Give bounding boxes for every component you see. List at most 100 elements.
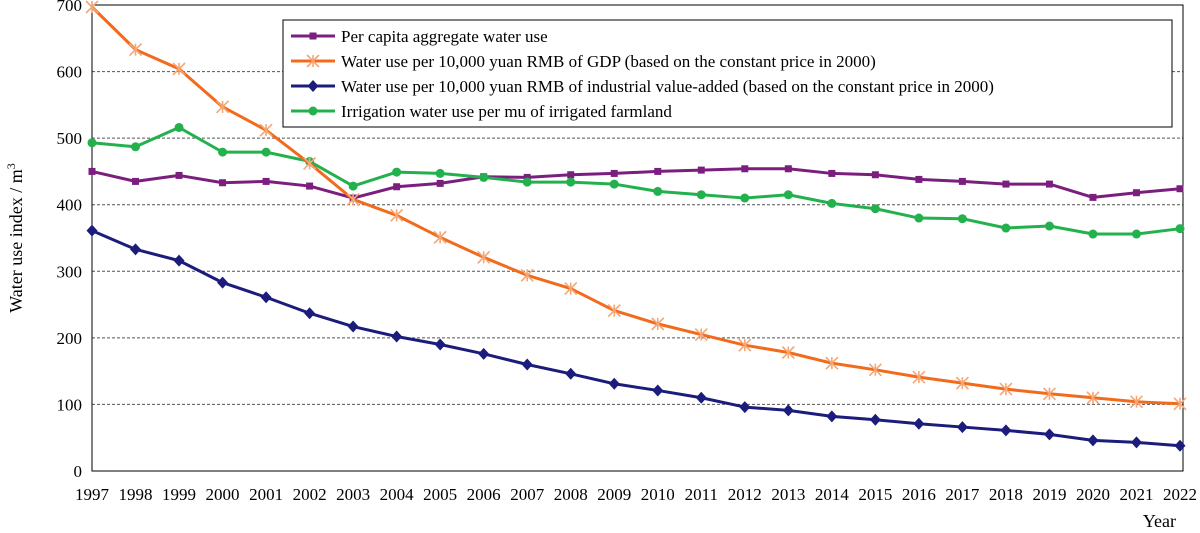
series-3 — [86, 224, 1186, 452]
data-point — [1042, 387, 1057, 401]
data-point — [1044, 221, 1054, 231]
data-point — [740, 193, 750, 203]
legend-entry: Irrigation water use per mu of irrigated… — [291, 102, 672, 121]
data-point — [174, 122, 184, 132]
data-point — [651, 317, 665, 331]
x-tick-labels: 1997 1998 1999 2000 2001 2002 2003 2004 2005 2006… — [75, 485, 1197, 504]
x-tick-label: 2017 — [945, 485, 980, 504]
x-tick-label: 2002 — [293, 485, 327, 504]
data-point — [85, 0, 99, 14]
data-point — [347, 320, 359, 333]
data-point — [478, 347, 490, 360]
data-point — [1045, 180, 1053, 188]
data-point — [567, 171, 575, 179]
x-tick-label: 2018 — [989, 485, 1023, 504]
x-tick-label: 2022 — [1163, 485, 1197, 504]
data-point — [870, 204, 880, 214]
data-point — [1089, 193, 1097, 201]
data-point — [1043, 428, 1055, 441]
x-tick-label: 2006 — [467, 485, 501, 504]
data-point — [957, 214, 967, 224]
data-point — [219, 179, 227, 187]
data-point — [132, 177, 140, 185]
data-point — [738, 338, 752, 352]
data-point — [1001, 223, 1011, 233]
data-point — [303, 156, 317, 171]
data-point — [88, 167, 96, 175]
y-tick-label: 400 — [57, 196, 83, 215]
x-tick-label: 2000 — [206, 485, 240, 504]
data-point — [608, 377, 620, 390]
data-point — [520, 268, 534, 282]
data-point — [390, 208, 404, 222]
x-tick-label: 2019 — [1032, 485, 1066, 504]
data-point — [827, 198, 837, 208]
data-point — [131, 142, 141, 152]
legend-label: Irrigation water use per mu of irrigated… — [341, 102, 672, 121]
series-line — [91, 125, 1181, 236]
legend-box — [282, 19, 1173, 128]
data-point — [172, 62, 186, 76]
x-tick-label: 2013 — [771, 485, 805, 504]
data-point — [1173, 397, 1187, 411]
data-point — [825, 356, 839, 370]
x-tick-label: 2009 — [597, 485, 631, 504]
data-point — [348, 181, 358, 191]
axes — [91, 4, 1184, 472]
data-point — [565, 367, 577, 380]
x-tick-label: 2015 — [858, 485, 892, 504]
data-point — [610, 169, 618, 177]
data-point — [915, 175, 923, 183]
data-point — [307, 80, 319, 92]
data-point — [869, 413, 881, 426]
series-line — [91, 167, 1181, 200]
data-point — [1129, 395, 1144, 409]
data-point — [175, 171, 183, 179]
series-2 — [85, 0, 1187, 411]
data-point — [956, 421, 968, 434]
data-point — [261, 147, 271, 157]
data-point — [566, 177, 576, 187]
data-point — [306, 54, 320, 68]
data-point — [741, 165, 749, 173]
data-point — [1174, 439, 1186, 452]
data-point — [346, 192, 360, 206]
data-point — [262, 177, 270, 185]
data-point — [521, 358, 533, 371]
data-point — [695, 391, 707, 404]
svg-text:Water use index / m3: Water use index / m3 — [4, 163, 26, 313]
data-point — [308, 106, 318, 116]
data-point — [1086, 391, 1100, 405]
data-point — [393, 183, 401, 191]
series-group — [85, 0, 1187, 452]
series-1 — [88, 165, 1184, 202]
data-point — [522, 177, 532, 187]
data-point — [609, 179, 619, 189]
data-point — [215, 100, 230, 114]
data-point — [868, 363, 882, 377]
data-point — [523, 173, 531, 181]
data-point — [259, 123, 273, 137]
x-tick-label: 1999 — [162, 485, 196, 504]
data-point — [1088, 229, 1098, 239]
data-point — [1087, 434, 1099, 447]
data-point — [826, 410, 838, 423]
data-point — [1000, 424, 1012, 437]
data-point — [783, 190, 793, 200]
data-point — [739, 401, 751, 414]
y-tick-label: 200 — [57, 329, 83, 348]
y-tick-label: 700 — [57, 0, 83, 15]
x-tick-label: 2011 — [685, 485, 718, 504]
y-tick-label: 100 — [57, 395, 83, 414]
x-tick-label: 1997 — [75, 485, 110, 504]
data-point — [477, 250, 491, 264]
x-tick-label: 2008 — [554, 485, 588, 504]
legend-entry: Water use per 10,000 yuan RMB of industr… — [291, 77, 994, 96]
data-point — [434, 338, 446, 351]
data-point — [217, 276, 229, 289]
data-point — [912, 370, 926, 384]
data-point — [1132, 189, 1140, 197]
y-tick-label: 300 — [57, 262, 83, 281]
data-point — [1175, 224, 1185, 234]
x-tick-label: 2004 — [380, 485, 415, 504]
